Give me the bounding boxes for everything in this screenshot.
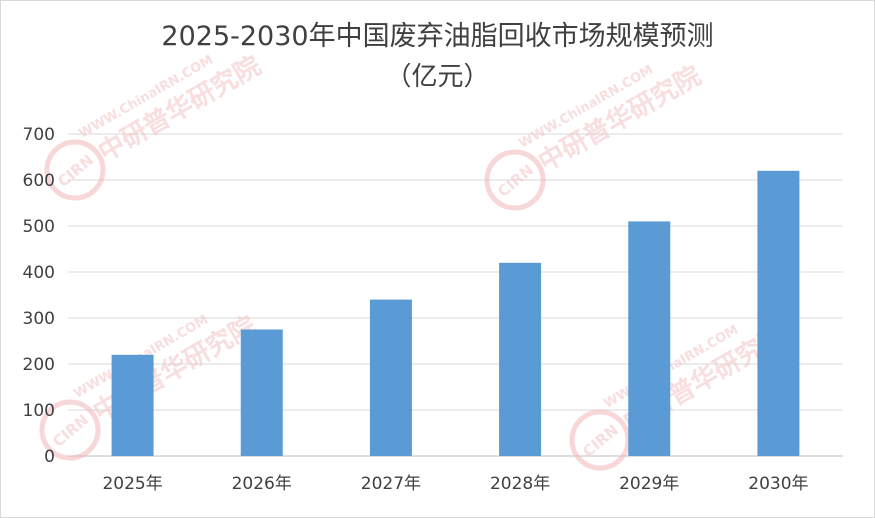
watermark-circle-icon bbox=[39, 399, 101, 461]
x-tick-label: 2027年 bbox=[361, 474, 421, 494]
bar bbox=[240, 329, 283, 456]
x-tick-label: 2029年 bbox=[619, 474, 679, 494]
y-tick-label: 300 bbox=[23, 309, 55, 329]
watermark-circle-icon bbox=[484, 149, 546, 211]
x-tick-label: 2025年 bbox=[102, 474, 162, 494]
bar-series bbox=[111, 170, 800, 457]
y-tick-label: 400 bbox=[23, 263, 55, 283]
bar bbox=[499, 262, 542, 456]
y-axis-ticks: 0 100 200 300 400 500 600 700 bbox=[23, 125, 55, 467]
watermark-logo-text: CIRN bbox=[579, 421, 622, 461]
grid-lines bbox=[68, 133, 843, 457]
chart-subtitle: （亿元） bbox=[385, 62, 490, 92]
bar bbox=[111, 354, 154, 456]
y-tick-label: 0 bbox=[44, 447, 55, 467]
watermark-layer: CIRN中研普华研究院WWW.ChinaIRN.COMCIRN中研普华研究院WW… bbox=[39, 50, 791, 471]
y-tick-label: 700 bbox=[23, 125, 55, 145]
chart-title: 2025-2030年中国废弃油脂回收市场规模预测 bbox=[161, 21, 714, 52]
x-tick-label: 2030年 bbox=[748, 474, 808, 494]
watermark-circle-icon bbox=[569, 409, 631, 471]
x-tick-label: 2026年 bbox=[232, 474, 292, 494]
watermark-logo-text: CIRN bbox=[54, 151, 97, 191]
x-tick-label: 2028年 bbox=[490, 474, 550, 494]
watermark-logo-text: CIRN bbox=[49, 411, 92, 451]
bar bbox=[757, 170, 800, 457]
y-tick-label: 200 bbox=[23, 355, 55, 375]
y-tick-label: 500 bbox=[23, 217, 55, 237]
y-tick-label: 100 bbox=[23, 401, 55, 421]
bar bbox=[628, 221, 671, 456]
y-tick-label: 600 bbox=[23, 171, 55, 191]
x-axis-ticks: 2025年 2026年 2027年 2028年 2029年 2030年 bbox=[102, 474, 808, 494]
watermark-circle-icon bbox=[44, 139, 106, 201]
bar bbox=[369, 299, 412, 456]
watermark-logo-text: CIRN bbox=[494, 161, 537, 201]
